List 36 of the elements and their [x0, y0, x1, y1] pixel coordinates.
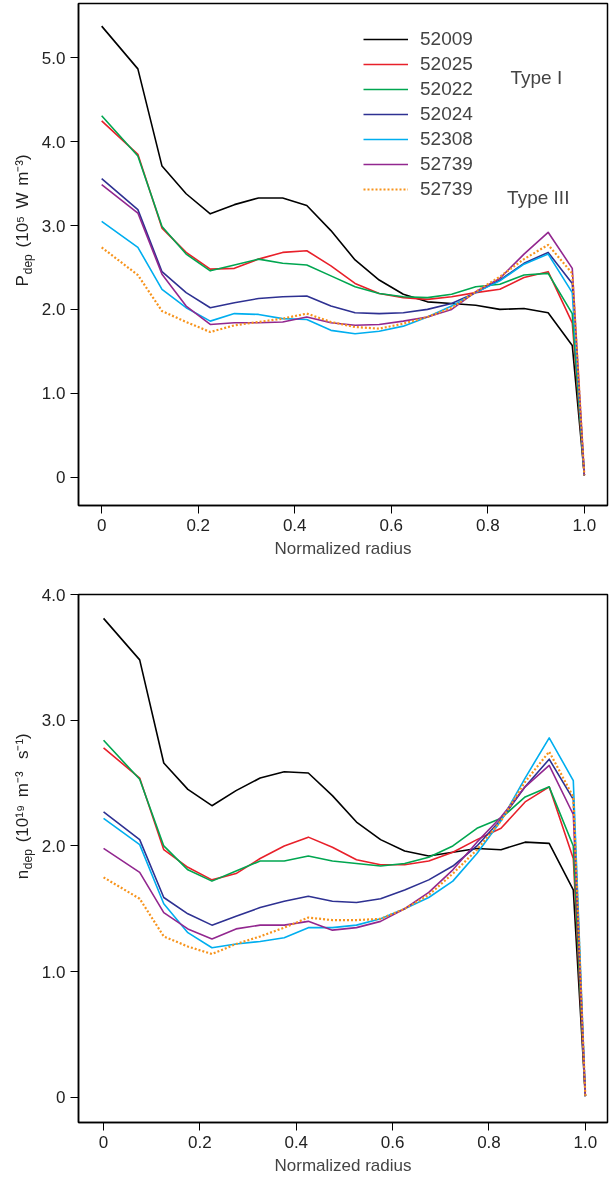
x-tick-label: 0.4 [282, 515, 307, 535]
y-axis-title: ndep (10¹⁹ m⁻³ s⁻¹) [13, 733, 35, 880]
legend-label: 52025 [420, 53, 473, 75]
x-tick-label: 0.8 [477, 1132, 501, 1152]
y-tick-label: 1.0 [41, 962, 66, 982]
legend-label: 52308 [420, 128, 473, 150]
y-tick-label: 3.0 [41, 711, 66, 731]
y-tick-label: 4.0 [41, 132, 66, 152]
annotation: Type III [507, 186, 570, 208]
x-tick-label: 0.2 [186, 515, 211, 535]
x-tick-label: 0.6 [380, 1132, 405, 1152]
x-axis-title: Normalized radius [274, 1155, 412, 1175]
y-tick-label: 2.0 [41, 300, 66, 320]
legend-label: 52024 [420, 103, 473, 125]
legend-label: 52739 [420, 178, 473, 200]
x-axis-title: Normalized radius [274, 538, 412, 558]
legend-label: 52739 [420, 153, 473, 175]
annotation: Type I [510, 66, 563, 88]
y-axis-title: Pdep (10⁵ W m⁻³) [13, 154, 35, 287]
y-tick-label: 2.0 [41, 836, 66, 856]
x-tick-label: 0.6 [379, 515, 404, 535]
x-tick-label: 0 [96, 515, 107, 535]
x-tick-label: 0.8 [475, 515, 500, 535]
y-tick-label: 5.0 [41, 48, 66, 68]
x-tick-label: 0.2 [188, 1132, 212, 1152]
y-tick-label: 4.0 [41, 585, 66, 605]
y-tick-label: 3.0 [41, 216, 66, 236]
y-tick-label: 0 [56, 468, 66, 488]
y-tick-label: 1.0 [41, 384, 66, 404]
x-tick-label: 1.0 [572, 515, 597, 535]
legend-label: 52009 [420, 28, 473, 50]
legend-label: 52022 [420, 78, 473, 100]
x-tick-label: 0.4 [284, 1132, 309, 1152]
y-tick-label: 0 [56, 1088, 66, 1108]
x-tick-label: 1.0 [573, 1132, 598, 1152]
x-tick-label: 0 [98, 1132, 109, 1152]
